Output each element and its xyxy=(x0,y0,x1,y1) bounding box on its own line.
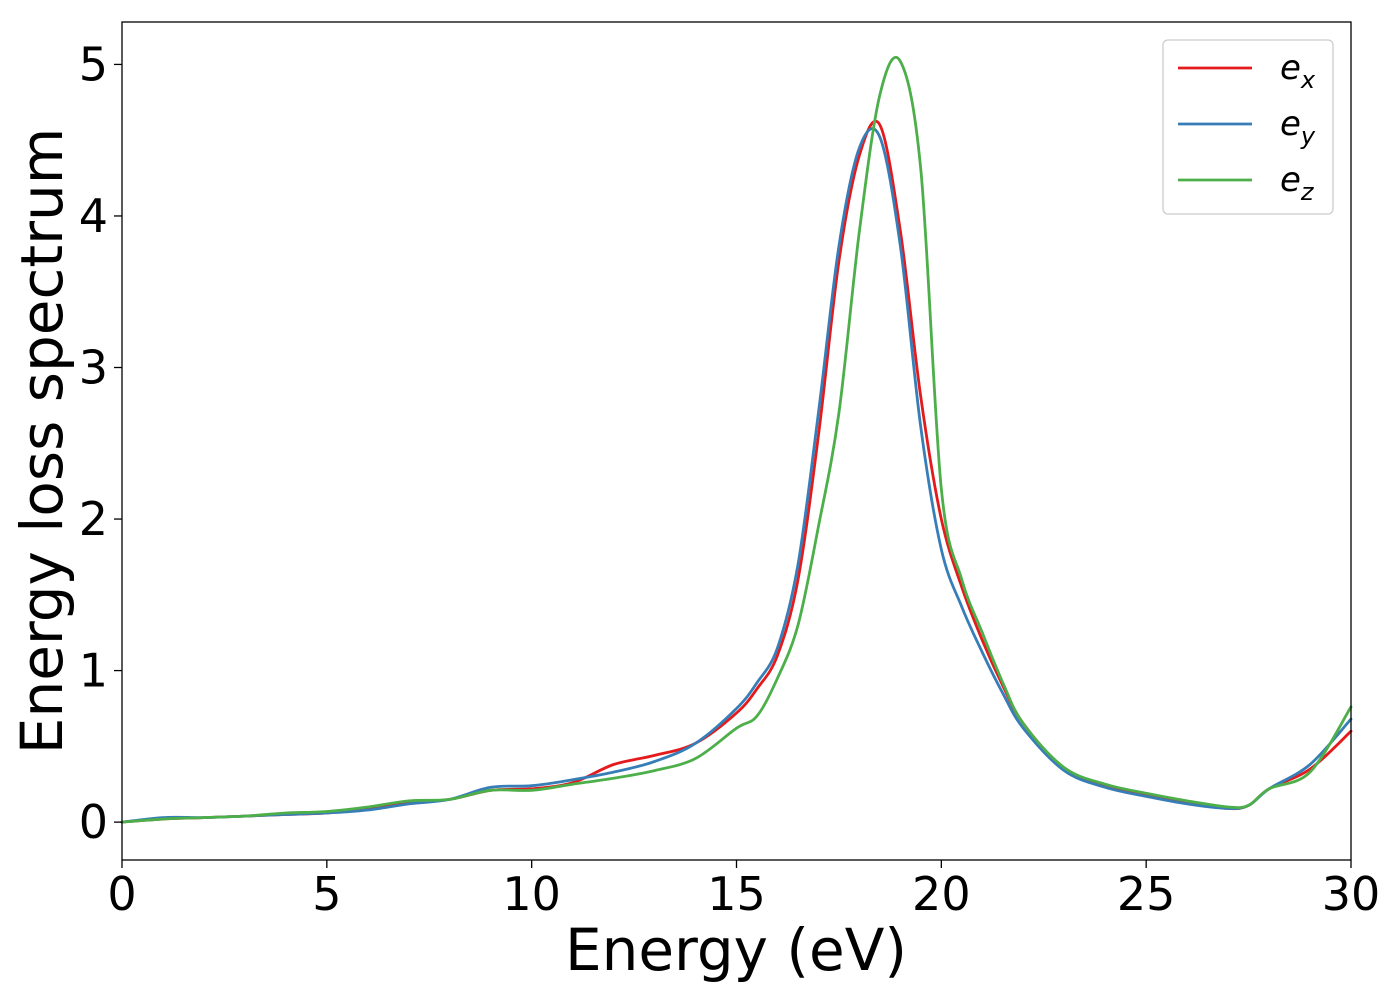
y-axis-title: Energy loss spectrum xyxy=(8,128,76,754)
x-tick-label: 10 xyxy=(502,867,561,921)
y-tick-label: 5 xyxy=(79,37,108,91)
x-tick-label: 15 xyxy=(707,867,766,921)
series-line-ey xyxy=(120,127,1353,824)
series-line-ex xyxy=(120,119,1353,824)
y-tick-label: 4 xyxy=(79,189,108,243)
x-tick-label: 20 xyxy=(912,867,971,921)
y-tick-label: 3 xyxy=(79,341,108,395)
plot-background xyxy=(122,22,1351,860)
legend-label-ex: ex xyxy=(1280,48,1316,94)
y-axis-ticks: 0 1 2 3 4 5 xyxy=(79,37,122,849)
x-axis-ticks: 0 5 10 15 20 25 30 xyxy=(107,860,1380,921)
x-tick-label: 25 xyxy=(1117,867,1176,921)
x-tick-label: 30 xyxy=(1322,867,1381,921)
legend: ex ey ez xyxy=(1162,39,1334,215)
series-lines xyxy=(120,55,1353,824)
y-tick-label: 2 xyxy=(79,492,108,546)
x-tick-label: 0 xyxy=(107,867,136,921)
y-tick-label: 0 xyxy=(79,795,108,849)
y-tick-label: 1 xyxy=(79,644,108,698)
series-line-ez xyxy=(120,55,1353,824)
x-axis-title: Energy (eV) xyxy=(565,916,907,984)
legend-label-ey: ey xyxy=(1280,104,1316,150)
x-tick-label: 5 xyxy=(312,867,341,921)
legend-box xyxy=(1162,39,1334,215)
legend-label-ez: ez xyxy=(1280,160,1315,206)
